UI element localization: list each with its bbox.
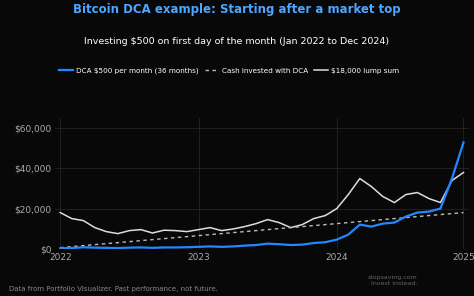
Text: Data from Portfolio Visualizer. Past performance, not future.: Data from Portfolio Visualizer. Past per… (9, 286, 219, 292)
Text: stopsaving.com
Invest instead.: stopsaving.com Invest instead. (367, 275, 417, 286)
Text: Investing $500 on first day of the month (Jan 2022 to Dec 2024): Investing $500 on first day of the month… (84, 37, 390, 46)
Text: Bitcoin DCA example: Starting after a market top: Bitcoin DCA example: Starting after a ma… (73, 3, 401, 16)
Legend: DCA $500 per month (36 months), Cash invested with DCA, $18,000 lump sum: DCA $500 per month (36 months), Cash inv… (56, 65, 402, 77)
